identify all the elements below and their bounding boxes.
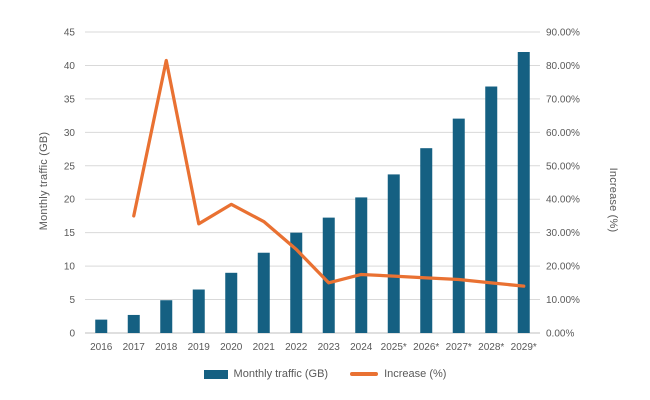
x-axis-label-2020: 2020 [220, 342, 243, 353]
bar-2023 [322, 217, 335, 333]
x-axis-label-2023: 2023 [318, 342, 341, 353]
left-axis-tick-label: 30 [64, 128, 76, 139]
legend-item-increase: Increase (%) [350, 368, 446, 380]
left-axis-tick-label: 35 [64, 94, 76, 105]
left-axis-tick-label: 45 [64, 28, 76, 39]
x-axis-label-2016: 2016 [90, 342, 113, 353]
left-axis-tick-label: 5 [69, 295, 75, 306]
bar-2016 [95, 319, 108, 333]
bar-2020 [225, 272, 238, 333]
left-axis-title: Monthly traffic (GB) [38, 131, 50, 231]
x-axis-label-2021: 2021 [253, 342, 276, 353]
x-axis-label-2026: 2026* [413, 342, 439, 353]
left-axis-tick-label: 15 [64, 228, 76, 239]
right-axis-tick-label: 10.00% [546, 295, 580, 306]
right-axis-tick-label: 0.00% [546, 329, 574, 340]
bar-2026* [420, 148, 433, 333]
right-axis-tick-label: 60.00% [546, 128, 580, 139]
right-axis-tick-label: 70.00% [546, 94, 580, 105]
left-axis-tick-label: 0 [69, 329, 75, 340]
x-axis-label-2022: 2022 [285, 342, 308, 353]
right-axis-tick-label: 40.00% [546, 195, 580, 206]
right-axis-tick-label: 80.00% [546, 61, 580, 72]
left-axis-tick-label: 40 [64, 61, 76, 72]
x-axis-label-2027: 2027* [446, 342, 472, 353]
x-axis-label-2029: 2029* [511, 342, 537, 353]
x-axis-label-2017: 2017 [123, 342, 146, 353]
x-axis-label-2018: 2018 [155, 342, 178, 353]
left-axis-tick-label: 10 [64, 262, 76, 273]
x-axis-label-2024: 2024 [350, 342, 373, 353]
right-axis-title: Increase (%) [607, 167, 619, 233]
x-axis-label-2019: 2019 [188, 342, 211, 353]
bar-2029* [517, 51, 530, 333]
x-axis-label-2025: 2025* [381, 342, 407, 353]
chart-legend: Monthly traffic (GB) Increase (%) [0, 368, 650, 380]
line-series-swatch-icon [350, 372, 379, 376]
bar-2019 [192, 289, 205, 333]
legend-label-monthly-traffic: Monthly traffic (GB) [233, 368, 329, 380]
bar-2024 [355, 197, 368, 333]
left-axis-tick-label: 25 [64, 161, 76, 172]
bar-series-swatch-icon [203, 369, 228, 379]
x-axis-label-2028: 2028* [478, 342, 504, 353]
right-axis-tick-label: 90.00% [546, 28, 580, 39]
bar-2021 [257, 252, 270, 333]
bar-2017 [127, 314, 140, 333]
bar-2022 [290, 232, 303, 333]
right-axis-tick-label: 30.00% [546, 228, 580, 239]
increase-line [132, 58, 526, 288]
bar-2028* [485, 86, 498, 334]
bar-2018 [160, 300, 173, 333]
right-axis-tick-label: 20.00% [546, 262, 580, 273]
left-axis-tick-label: 20 [64, 195, 76, 206]
bar-2025* [387, 174, 400, 333]
bar-2027* [452, 118, 465, 333]
right-axis-tick-label: 50.00% [546, 161, 580, 172]
legend-item-monthly-traffic: Monthly traffic (GB) [203, 368, 329, 380]
legend-label-increase: Increase (%) [384, 368, 447, 380]
